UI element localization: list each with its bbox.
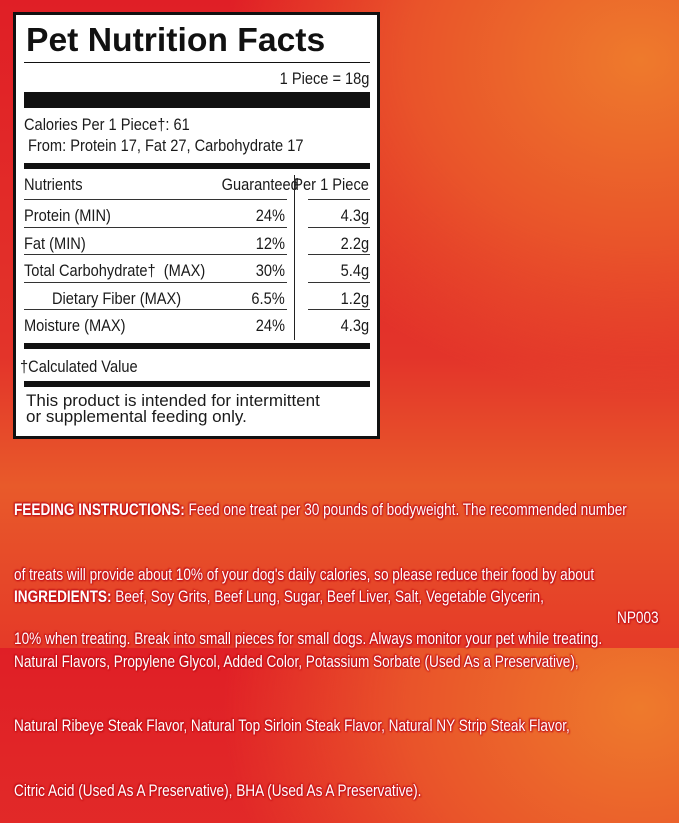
feeding-line: FEEDING INSTRUCTIONS: Feed one treat per… — [14, 500, 627, 519]
serving-size: 1 Piece = 18g — [279, 69, 369, 88]
calories: Calories Per 1 Piece†: 61 — [24, 115, 190, 134]
ingredients-line: INGREDIENTS: Beef, Soy Grits, Beef Lung,… — [14, 587, 544, 606]
nutrition-facts-panel: Pet Nutrition Facts 1 Piece = 18g Calori… — [13, 12, 380, 439]
divider — [24, 343, 370, 349]
feeding-line: of treats will provide about 10% of your… — [14, 564, 595, 584]
header-nutrients: Nutrients — [24, 175, 83, 194]
guaranteed-value: 12% — [255, 233, 285, 253]
guaranteed-value: 30% — [255, 261, 285, 280]
nutrient-name: Protein (MIN) — [24, 206, 111, 225]
per-piece-value: 5.4g — [340, 261, 369, 280]
guaranteed-value: 24% — [255, 206, 285, 225]
ingredients-heading: INGREDIENTS: — [14, 587, 112, 606]
per-piece-value: 2.2g — [340, 233, 369, 253]
row-divider — [308, 199, 370, 200]
feeding-instructions: FEEDING INSTRUCTIONS: Feed one treat per… — [14, 456, 627, 671]
panel-title: Pet Nutrition Facts — [26, 21, 326, 58]
row-divider — [24, 309, 287, 310]
per-piece-value: 1.2g — [340, 288, 369, 308]
feeding-heading: FEEDING INSTRUCTIONS: — [14, 500, 185, 519]
header-guaranteed: Guaranteed — [221, 175, 299, 194]
ingredients-line: Citric Acid (Used As A Preservative), BH… — [14, 780, 422, 800]
column-divider — [294, 175, 295, 340]
per-piece-value: 4.3g — [340, 316, 369, 335]
guaranteed-value: 6.5% — [251, 288, 285, 308]
product-code: NP003 — [617, 608, 659, 627]
divider — [24, 163, 370, 169]
nutrient-name: Dietary Fiber (MAX) — [52, 288, 182, 308]
row-divider — [308, 226, 370, 228]
row-divider — [24, 254, 287, 255]
guaranteed-value: 24% — [255, 316, 285, 335]
calories-from: From: Protein 17, Fat 27, Carbohydrate 1… — [28, 136, 304, 155]
per-piece-value: 4.3g — [340, 206, 369, 225]
disclaimer-line: This product is intended for intermitten… — [26, 391, 320, 410]
disclaimer-line: or supplemental feeding only. — [26, 407, 247, 426]
header-per-piece: Per 1 Piece — [293, 175, 369, 194]
row-divider — [24, 281, 287, 283]
thick-divider — [24, 92, 370, 108]
feeding-line: 10% when treating. Break into small piec… — [14, 629, 603, 648]
row-divider — [308, 309, 370, 310]
ingredients-line: Natural Flavors, Propylene Glycol, Added… — [14, 651, 579, 671]
divider — [24, 62, 370, 63]
row-divider — [308, 254, 370, 255]
nutrient-name: Fat (MIN) — [24, 233, 86, 253]
row-divider — [24, 199, 287, 200]
nutrient-name: Moisture (MAX) — [24, 316, 126, 335]
footnote: †Calculated Value — [20, 357, 138, 376]
row-divider — [24, 226, 287, 228]
ingredients-line: Natural Ribeye Steak Flavor, Natural Top… — [14, 716, 570, 735]
row-divider — [308, 281, 370, 283]
nutrient-name: Total Carbohydrate† (MAX) — [24, 261, 206, 280]
ingredients: INGREDIENTS: Beef, Soy Grits, Beef Lung,… — [14, 543, 579, 823]
divider — [24, 381, 370, 387]
